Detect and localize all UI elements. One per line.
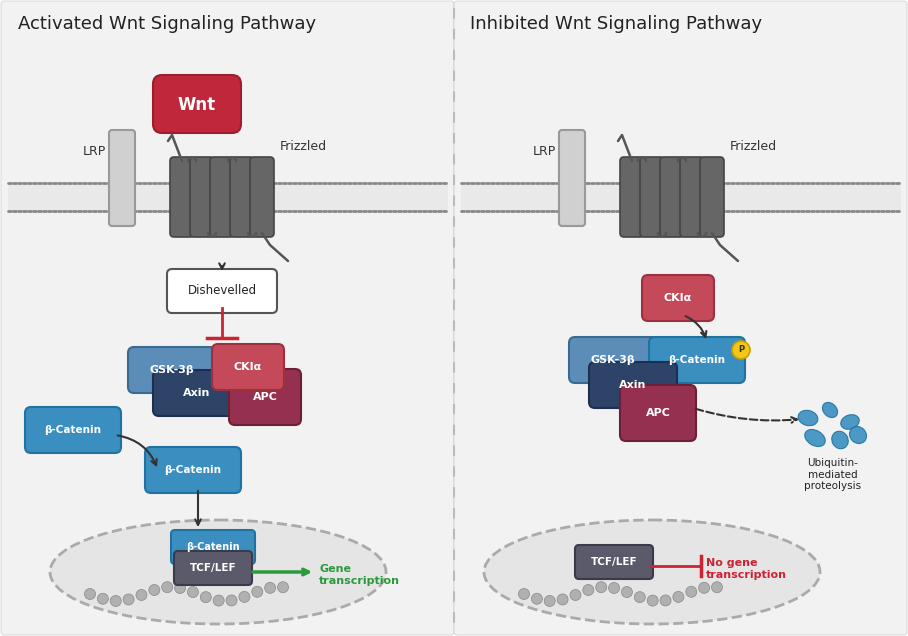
Text: β-Catenin: β-Catenin [44, 425, 102, 435]
Circle shape [264, 583, 276, 593]
Text: β-Catenin: β-Catenin [164, 465, 222, 475]
Circle shape [84, 588, 95, 600]
FancyBboxPatch shape [128, 347, 216, 393]
Text: β-Catenin: β-Catenin [668, 355, 725, 365]
Circle shape [518, 588, 529, 600]
FancyBboxPatch shape [569, 337, 657, 383]
FancyBboxPatch shape [250, 157, 274, 237]
Circle shape [570, 590, 581, 600]
Text: Axin: Axin [183, 388, 211, 398]
Text: Axin: Axin [619, 380, 646, 390]
FancyBboxPatch shape [109, 130, 135, 226]
Circle shape [149, 584, 160, 595]
Circle shape [608, 583, 619, 593]
Text: TCF/LEF: TCF/LEF [591, 557, 637, 567]
Ellipse shape [804, 429, 825, 446]
Circle shape [732, 341, 750, 359]
Ellipse shape [850, 427, 866, 443]
FancyBboxPatch shape [153, 370, 241, 416]
Circle shape [110, 595, 122, 607]
FancyBboxPatch shape [620, 157, 644, 237]
Text: CKIα: CKIα [664, 293, 692, 303]
FancyBboxPatch shape [680, 157, 704, 237]
FancyBboxPatch shape [210, 157, 234, 237]
Ellipse shape [798, 410, 818, 425]
FancyBboxPatch shape [190, 157, 214, 237]
Bar [8, 183, 448, 211]
Text: GSK-3β: GSK-3β [150, 365, 194, 375]
Circle shape [686, 586, 696, 597]
FancyBboxPatch shape [229, 369, 301, 425]
Text: No gene
transcription: No gene transcription [706, 558, 787, 579]
Circle shape [97, 593, 108, 604]
Circle shape [123, 594, 134, 605]
FancyBboxPatch shape [171, 530, 255, 564]
Text: Frizzled: Frizzled [730, 140, 777, 153]
Ellipse shape [841, 415, 859, 429]
Text: LRP: LRP [83, 145, 106, 158]
Circle shape [226, 595, 237, 606]
FancyBboxPatch shape [230, 157, 254, 237]
Ellipse shape [823, 403, 837, 418]
Text: Wnt: Wnt [178, 96, 216, 114]
FancyBboxPatch shape [575, 545, 653, 579]
Text: Inhibited Wnt Signaling Pathway: Inhibited Wnt Signaling Pathway [470, 15, 762, 33]
Ellipse shape [50, 520, 386, 624]
Text: Ubiquitin-
mediated
proteolysis: Ubiquitin- mediated proteolysis [804, 458, 862, 491]
Circle shape [531, 593, 542, 604]
FancyBboxPatch shape [559, 130, 585, 226]
Circle shape [596, 582, 607, 593]
Ellipse shape [832, 431, 848, 449]
Circle shape [213, 595, 224, 606]
FancyBboxPatch shape [660, 157, 684, 237]
Circle shape [558, 594, 568, 605]
FancyBboxPatch shape [167, 269, 277, 313]
Circle shape [647, 595, 658, 606]
Text: TCF/LEF: TCF/LEF [190, 563, 236, 573]
Circle shape [187, 586, 199, 598]
FancyBboxPatch shape [25, 407, 121, 453]
Text: GSK-3β: GSK-3β [590, 355, 636, 365]
Circle shape [136, 590, 147, 600]
Circle shape [660, 595, 671, 606]
Circle shape [583, 584, 594, 595]
FancyBboxPatch shape [170, 157, 194, 237]
Text: APC: APC [646, 408, 670, 418]
Circle shape [712, 582, 723, 593]
Text: APC: APC [252, 392, 278, 402]
FancyBboxPatch shape [589, 362, 677, 408]
FancyBboxPatch shape [640, 157, 664, 237]
Ellipse shape [484, 520, 820, 624]
FancyBboxPatch shape [153, 75, 241, 133]
FancyBboxPatch shape [700, 157, 724, 237]
Text: LRP: LRP [533, 145, 556, 158]
Circle shape [239, 591, 250, 602]
Circle shape [278, 582, 289, 593]
Circle shape [544, 595, 555, 607]
Circle shape [635, 591, 646, 603]
FancyBboxPatch shape [145, 447, 241, 493]
Circle shape [252, 586, 262, 597]
Text: Dishevelled: Dishevelled [187, 284, 257, 298]
Circle shape [201, 591, 212, 603]
FancyBboxPatch shape [212, 344, 284, 390]
FancyBboxPatch shape [454, 1, 907, 635]
FancyBboxPatch shape [620, 385, 696, 441]
Circle shape [673, 591, 684, 602]
FancyBboxPatch shape [1, 1, 454, 635]
FancyBboxPatch shape [174, 551, 252, 585]
Text: Activated Wnt Signaling Pathway: Activated Wnt Signaling Pathway [18, 15, 316, 33]
Circle shape [621, 586, 633, 598]
Circle shape [162, 582, 173, 593]
Text: Gene
transcription: Gene transcription [319, 564, 400, 586]
Bar [461, 183, 901, 211]
FancyBboxPatch shape [642, 275, 714, 321]
FancyBboxPatch shape [649, 337, 745, 383]
Text: CKIα: CKIα [234, 362, 262, 372]
Circle shape [174, 583, 185, 593]
Circle shape [698, 583, 710, 593]
Text: β-Catenin: β-Catenin [186, 542, 240, 552]
Text: Frizzled: Frizzled [280, 140, 327, 153]
Text: P: P [738, 345, 744, 354]
